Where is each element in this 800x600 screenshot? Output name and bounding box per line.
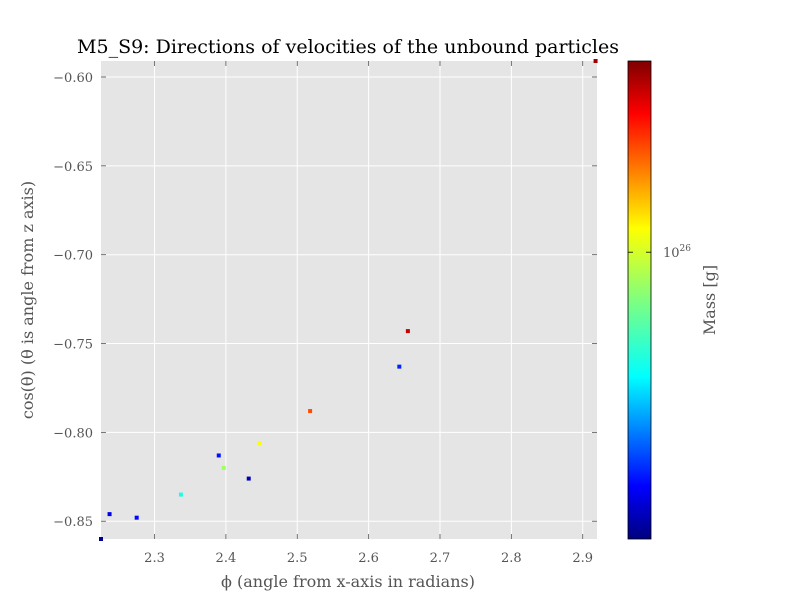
- y-tick-label: −0.70: [53, 249, 93, 264]
- scatter-point: [107, 512, 112, 517]
- data-points: [99, 59, 598, 541]
- scatter-point: [134, 515, 139, 520]
- scatter-point: [99, 537, 103, 541]
- chart-title: M5_S9: Directions of velocities of the u…: [77, 36, 619, 58]
- scatter-point: [221, 465, 226, 470]
- y-tick-label: −0.65: [53, 160, 93, 175]
- x-tick-label: 2.5: [287, 551, 308, 566]
- x-tick-label: 2.6: [358, 551, 379, 566]
- y-tick-label: −0.85: [53, 515, 93, 530]
- plot-area: [101, 61, 597, 539]
- x-tick-label: 2.3: [144, 551, 165, 566]
- x-tick-label: 2.7: [430, 551, 451, 566]
- scatter-point: [257, 441, 262, 446]
- x-tick-label: 2.8: [501, 551, 522, 566]
- scatter-point: [308, 409, 313, 414]
- y-tick-label: −0.75: [53, 338, 93, 353]
- scatter-point: [405, 329, 410, 334]
- scatter-point: [593, 59, 598, 63]
- colorbar-tick-label: 1026: [663, 244, 691, 261]
- scatter-point: [178, 492, 183, 497]
- scatter-point: [397, 364, 402, 369]
- x-tick-label: 2.4: [216, 551, 237, 566]
- y-axis-label: cos(θ) (θ is angle from z axis): [18, 181, 37, 419]
- grid-lines: [101, 61, 597, 539]
- colorbar-label: Mass [g]: [700, 265, 719, 335]
- axis-ticks: 2.3 2.4 2.5 2.6 2.7 2.8 2.9 −0.60 −0.65 −0.70 −0.7…: [53, 61, 597, 566]
- y-tick-label: −0.80: [53, 426, 93, 441]
- scatter-point: [216, 453, 221, 458]
- x-axis-label: ϕ (angle from x-axis in radians): [221, 572, 475, 591]
- x-tick-label: 2.9: [572, 551, 593, 566]
- y-tick-label: −0.60: [53, 71, 93, 86]
- colorbar: [627, 60, 652, 540]
- scatter-point: [246, 476, 251, 481]
